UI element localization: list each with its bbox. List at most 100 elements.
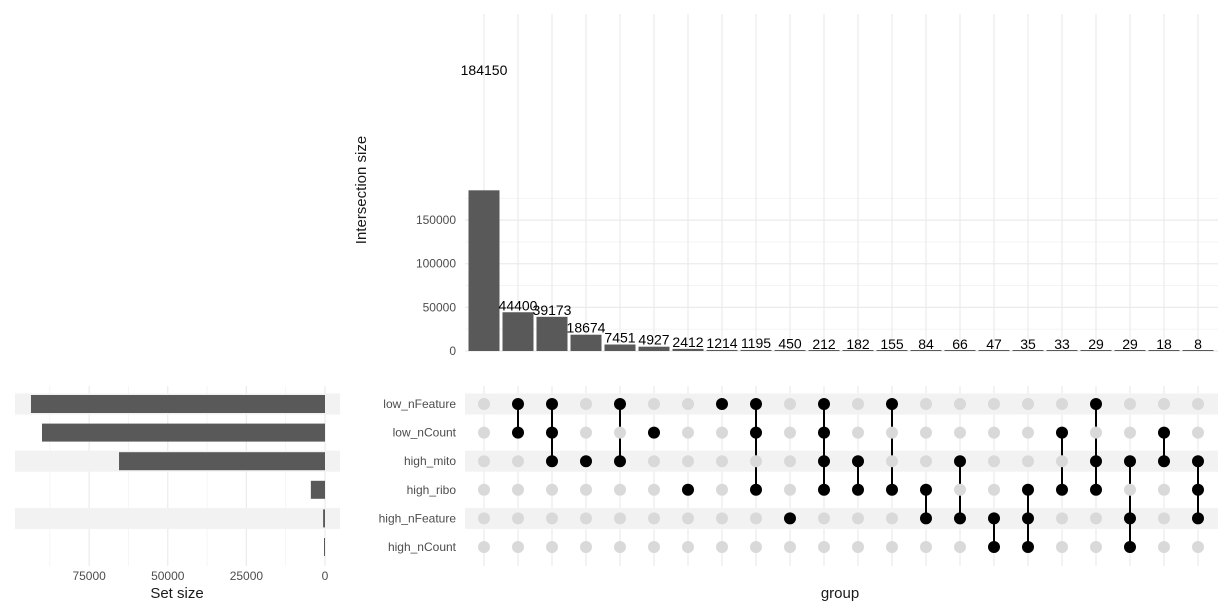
membership-dot-inactive — [784, 398, 796, 410]
membership-dot-inactive — [920, 398, 932, 410]
membership-dot-inactive — [648, 541, 660, 553]
intersection-bar — [672, 348, 704, 351]
membership-dot-active — [818, 426, 830, 439]
membership-dot-inactive — [716, 426, 728, 439]
membership-dot-inactive — [988, 455, 1000, 468]
intersection-value-label: 66 — [952, 336, 968, 352]
membership-dot-inactive — [512, 512, 524, 525]
membership-dot-inactive — [546, 483, 558, 496]
setsize-stripe — [15, 507, 340, 529]
membership-dot-inactive — [1124, 483, 1136, 496]
membership-dot-inactive — [920, 541, 932, 553]
set-size-bar — [310, 480, 325, 499]
intersection-bar — [1046, 350, 1078, 351]
membership-dot-inactive — [988, 426, 1000, 439]
set-name-label: high_ribo — [407, 483, 457, 497]
membership-dot-active — [1124, 541, 1136, 553]
intersection-bar — [774, 350, 806, 351]
membership-dot-inactive — [682, 455, 694, 468]
membership-dot-inactive — [954, 483, 966, 496]
membership-dot-inactive — [1192, 426, 1204, 439]
intersection-bar — [1012, 350, 1044, 351]
membership-dot-active — [852, 483, 864, 496]
membership-dot-inactive — [614, 541, 626, 553]
membership-dot-active — [1158, 426, 1170, 439]
membership-dot-active — [1124, 455, 1136, 468]
membership-dot-inactive — [580, 512, 592, 525]
membership-dot-inactive — [852, 398, 864, 410]
membership-dot-inactive — [852, 512, 864, 525]
membership-dot-inactive — [478, 512, 490, 525]
set-name-label: high_nCount — [388, 540, 457, 554]
membership-dot-active — [954, 455, 966, 468]
membership-dot-active — [512, 398, 524, 410]
membership-dot-active — [682, 483, 694, 496]
membership-dot-inactive — [784, 541, 796, 553]
membership-dot-active — [546, 398, 558, 410]
membership-dot-inactive — [1022, 398, 1034, 410]
intersection-value-label: 155 — [880, 336, 904, 352]
membership-dot-inactive — [852, 541, 864, 553]
membership-dot-inactive — [648, 455, 660, 468]
intersection-bar — [978, 350, 1010, 351]
membership-dot-inactive — [750, 455, 762, 468]
set-name-label: high_nFeature — [379, 511, 457, 525]
membership-dot-inactive — [614, 426, 626, 439]
membership-dot-active — [818, 398, 830, 410]
intersection-bar — [570, 334, 602, 351]
matrix-stripe — [465, 393, 1218, 415]
y-tick-label: 100000 — [416, 257, 456, 271]
set-name-label: high_mito — [404, 454, 456, 468]
membership-dot-inactive — [580, 426, 592, 439]
membership-dot-active — [920, 512, 932, 525]
intersection-value-label: 1214 — [706, 335, 737, 351]
membership-dot-active — [1090, 483, 1102, 496]
intersection-value-label: 2412 — [672, 334, 703, 350]
membership-dot-active — [1022, 483, 1034, 496]
membership-dot-inactive — [716, 512, 728, 525]
intersection-value-label: 47 — [986, 336, 1002, 352]
x-axis-title-group: group — [821, 585, 859, 602]
intersection-value-label: 29 — [1122, 336, 1138, 352]
membership-dot-inactive — [478, 398, 490, 410]
intersection-bar — [638, 346, 670, 351]
membership-dot-inactive — [852, 426, 864, 439]
membership-dot-inactive — [1090, 541, 1102, 553]
intersection-value-label: 184150 — [461, 62, 508, 78]
intersection-bar — [1114, 350, 1146, 351]
membership-dot-inactive — [1192, 398, 1204, 410]
intersection-bar — [1080, 350, 1112, 351]
intersection-bar — [1182, 350, 1214, 351]
membership-dot-inactive — [1158, 541, 1170, 553]
intersection-value-label: 8 — [1194, 336, 1202, 352]
membership-dot-inactive — [1124, 398, 1136, 410]
membership-dot-inactive — [682, 512, 694, 525]
membership-matrix — [478, 398, 1204, 553]
intersection-bar — [706, 349, 738, 351]
intersection-value-label: 35 — [1020, 336, 1036, 352]
intersection-value-label: 39173 — [533, 302, 572, 318]
membership-dot-inactive — [580, 483, 592, 496]
membership-dot-inactive — [614, 483, 626, 496]
membership-dot-inactive — [818, 512, 830, 525]
membership-dot-active — [1022, 541, 1034, 553]
membership-dot-inactive — [1056, 541, 1068, 553]
membership-dot-inactive — [1124, 426, 1136, 439]
membership-dot-inactive — [478, 483, 490, 496]
intersection-value-label: 4927 — [638, 332, 669, 348]
membership-dot-inactive — [716, 541, 728, 553]
intersection-value-label: 1195 — [741, 335, 771, 351]
intersection-value-label: 18 — [1156, 336, 1172, 352]
y-tick-label: 150000 — [416, 213, 456, 227]
membership-dot-active — [1022, 512, 1034, 525]
membership-dot-inactive — [1192, 541, 1204, 553]
membership-dot-inactive — [648, 512, 660, 525]
membership-dot-inactive — [478, 541, 490, 553]
intersection-bar — [502, 312, 534, 351]
membership-dot-active — [988, 512, 1000, 525]
membership-dot-inactive — [682, 398, 694, 410]
matrix-stripe — [465, 507, 1218, 529]
intersection-bar — [910, 350, 942, 351]
